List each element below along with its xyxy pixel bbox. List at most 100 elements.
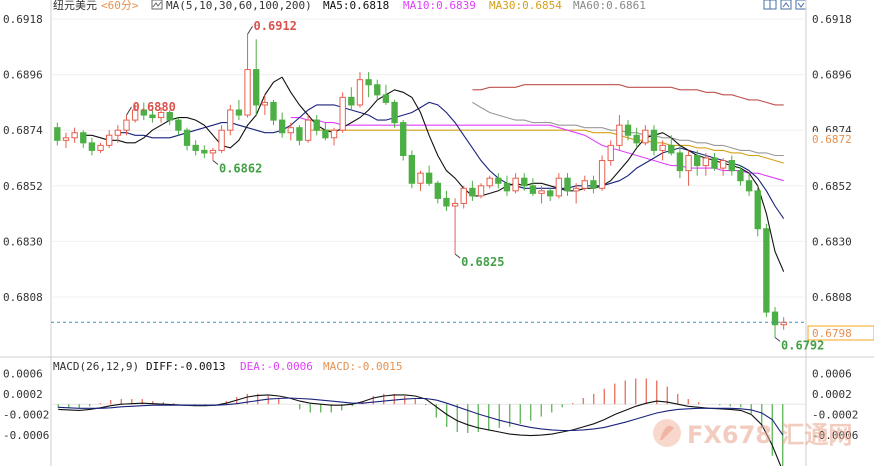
candle-body <box>123 119 130 131</box>
macd-dif-label: DIFF:-0.0013 <box>146 360 225 373</box>
candle-body <box>443 197 450 207</box>
candle-body <box>754 190 761 230</box>
macd-value-label: MACD:-0.0015 <box>323 360 402 373</box>
ma-price-tag <box>808 132 870 146</box>
extreme-price-label: 0.6825 <box>461 255 504 269</box>
price-panel: 0.6912 0.6862 0.6825 0.6880 0.6792 <box>51 19 824 352</box>
candle-body <box>131 109 139 121</box>
price-tick-left: 0.6852 <box>3 180 43 193</box>
price-tick-left: 0.6830 <box>3 235 43 248</box>
candle-body <box>633 134 640 144</box>
candle-body <box>521 177 528 187</box>
candle-body <box>114 129 122 136</box>
candle-body <box>598 160 606 189</box>
candle-body <box>503 182 511 192</box>
candle-body <box>54 127 61 141</box>
candle-body <box>547 190 554 197</box>
candle-body <box>469 187 476 197</box>
candle-body <box>702 157 710 167</box>
ma30-line <box>290 117 784 182</box>
candle-body <box>278 119 286 134</box>
candle-body <box>348 96 355 106</box>
price-tick-right: 0.6808 <box>812 291 852 304</box>
macd-tick-left: -0.0002 <box>3 409 49 422</box>
period-label: <60分> <box>101 0 139 12</box>
candle-body <box>235 109 243 116</box>
candle-body <box>676 152 684 172</box>
symbol-label: 纽元美元 <box>53 0 97 12</box>
current-price-tag-text: 0.6798 <box>812 327 852 340</box>
candle-body <box>140 109 147 116</box>
candle-body <box>244 69 251 116</box>
candle-body <box>106 134 113 146</box>
candle-body <box>227 109 234 131</box>
candle-body <box>616 124 623 146</box>
extreme-price-label: 0.6880 <box>133 100 176 114</box>
restore-icon[interactable] <box>763 0 777 10</box>
extreme-price-label: 0.6792 <box>781 338 824 352</box>
annotation-leader <box>212 160 219 165</box>
candle-body <box>261 101 269 106</box>
candle-body <box>624 124 632 136</box>
up-arrow-icon[interactable] <box>780 0 792 10</box>
candle-body <box>650 129 658 151</box>
macd-tick-left: 0.0002 <box>3 388 43 401</box>
candle-body <box>88 142 96 151</box>
candle-body <box>771 311 779 326</box>
candle-body <box>737 170 744 182</box>
candle-body <box>564 177 571 192</box>
macd-dea-label: DEA:-0.0006 <box>240 360 313 373</box>
candle-body <box>356 79 364 106</box>
candle-body <box>659 144 666 151</box>
extreme-price-label: 0.6862 <box>219 162 262 176</box>
ma-price-tag-text: 0.6872 <box>812 133 852 146</box>
candle-body <box>270 101 277 121</box>
candle-body <box>685 154 692 172</box>
annotation-leader <box>454 253 461 259</box>
ma60-label: MA60:0.6861 <box>573 0 646 12</box>
candle-body <box>313 119 320 131</box>
price-tick-right: 0.6830 <box>812 235 852 248</box>
macd-panel <box>57 378 784 466</box>
candle-body <box>304 119 312 141</box>
candle-body <box>322 129 329 139</box>
ma5-line <box>83 76 785 272</box>
current-price-tag <box>807 325 874 341</box>
candle-body <box>451 202 459 207</box>
price-tick-left: 0.6808 <box>3 291 43 304</box>
macd-tick-left: 0.0006 <box>3 367 43 380</box>
candle-body <box>382 94 390 103</box>
macd-tick-right: -0.0006 <box>812 429 858 442</box>
candle-body <box>728 160 735 172</box>
candle-body <box>71 132 78 139</box>
candle-body <box>400 122 407 156</box>
candle-body <box>157 112 165 119</box>
candle-body <box>218 129 225 151</box>
candle-body <box>572 187 580 192</box>
candle-body <box>417 172 424 184</box>
candle-body <box>538 190 545 194</box>
macd-tick-left: -0.0006 <box>3 429 49 442</box>
dea-line <box>58 397 784 436</box>
price-tick-left: 0.6918 <box>3 13 43 26</box>
candle-body <box>495 177 502 184</box>
price-tick-right: 0.6918 <box>812 13 852 26</box>
candle-body <box>149 114 156 119</box>
candle-body <box>590 180 597 189</box>
candle-body <box>97 144 104 151</box>
candle-body <box>209 149 217 154</box>
price-tick-left: 0.6896 <box>3 69 43 82</box>
candle-body <box>642 129 649 144</box>
watermark-text: FX678 汇通网 <box>687 421 852 449</box>
candle-body <box>555 177 563 197</box>
candle-body <box>365 79 372 86</box>
macd-tick-right: 0.0002 <box>812 388 852 401</box>
ma-toggle-icon[interactable] <box>151 0 163 10</box>
candle-body <box>408 154 416 184</box>
candle-body <box>581 180 588 189</box>
annotation-leader <box>247 25 253 35</box>
candle-body <box>391 101 398 124</box>
ma60-line <box>308 129 784 164</box>
